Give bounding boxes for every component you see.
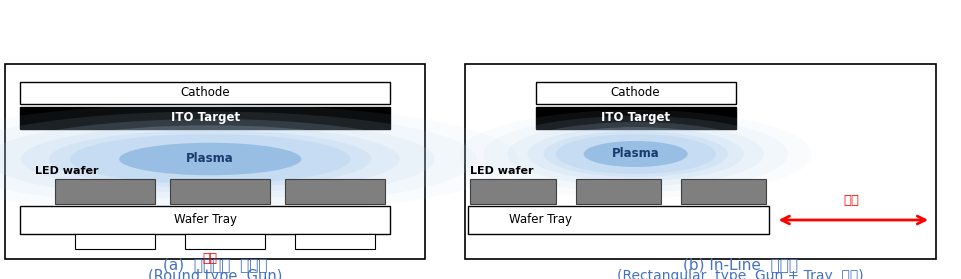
Bar <box>285 179 385 204</box>
Ellipse shape <box>0 104 519 214</box>
Text: Plasma: Plasma <box>186 153 234 165</box>
Ellipse shape <box>583 141 688 167</box>
Text: (Round type  Gun): (Round type Gun) <box>148 268 283 279</box>
Bar <box>75 234 155 249</box>
Ellipse shape <box>544 131 727 177</box>
Text: (a)  일반적인  스퍼터: (a) 일반적인 스퍼터 <box>163 258 267 273</box>
Text: ITO Target: ITO Target <box>601 112 670 124</box>
Text: 회전: 회전 <box>203 252 218 266</box>
Ellipse shape <box>459 110 812 198</box>
Ellipse shape <box>0 112 477 206</box>
Bar <box>465 64 936 259</box>
Ellipse shape <box>555 134 716 174</box>
Bar <box>576 179 661 204</box>
Text: Plasma: Plasma <box>612 148 659 160</box>
Bar <box>535 107 736 129</box>
Text: Wafer Tray: Wafer Tray <box>174 213 236 227</box>
Text: 왕복: 왕복 <box>843 194 859 207</box>
Text: LED wafer: LED wafer <box>471 166 534 176</box>
Text: Cathode: Cathode <box>611 86 660 100</box>
Bar <box>295 234 376 249</box>
Ellipse shape <box>528 127 744 181</box>
Bar <box>20 206 390 234</box>
Bar <box>170 179 270 204</box>
Text: Cathode: Cathode <box>181 86 230 100</box>
Bar <box>20 82 390 104</box>
Ellipse shape <box>70 134 351 184</box>
Ellipse shape <box>507 122 764 186</box>
Text: Wafer Tray: Wafer Tray <box>508 213 572 227</box>
Bar <box>5 64 426 259</box>
Bar <box>471 179 555 204</box>
Text: (b) In-Line  스퍼터: (b) In-Line 스퍼터 <box>683 258 799 273</box>
Bar <box>469 206 769 234</box>
Bar <box>20 107 390 129</box>
Bar <box>680 179 766 204</box>
Ellipse shape <box>0 119 434 199</box>
Bar <box>185 234 265 249</box>
Ellipse shape <box>483 116 788 192</box>
Ellipse shape <box>119 143 302 175</box>
Text: ITO Target: ITO Target <box>171 112 240 124</box>
Bar <box>55 179 155 204</box>
Text: (Rectangular  type  Gun + Tray  왕복): (Rectangular type Gun + Tray 왕복) <box>618 269 864 279</box>
Ellipse shape <box>21 125 400 193</box>
Text: LED wafer: LED wafer <box>35 166 99 176</box>
Ellipse shape <box>49 130 371 188</box>
Bar <box>535 82 736 104</box>
